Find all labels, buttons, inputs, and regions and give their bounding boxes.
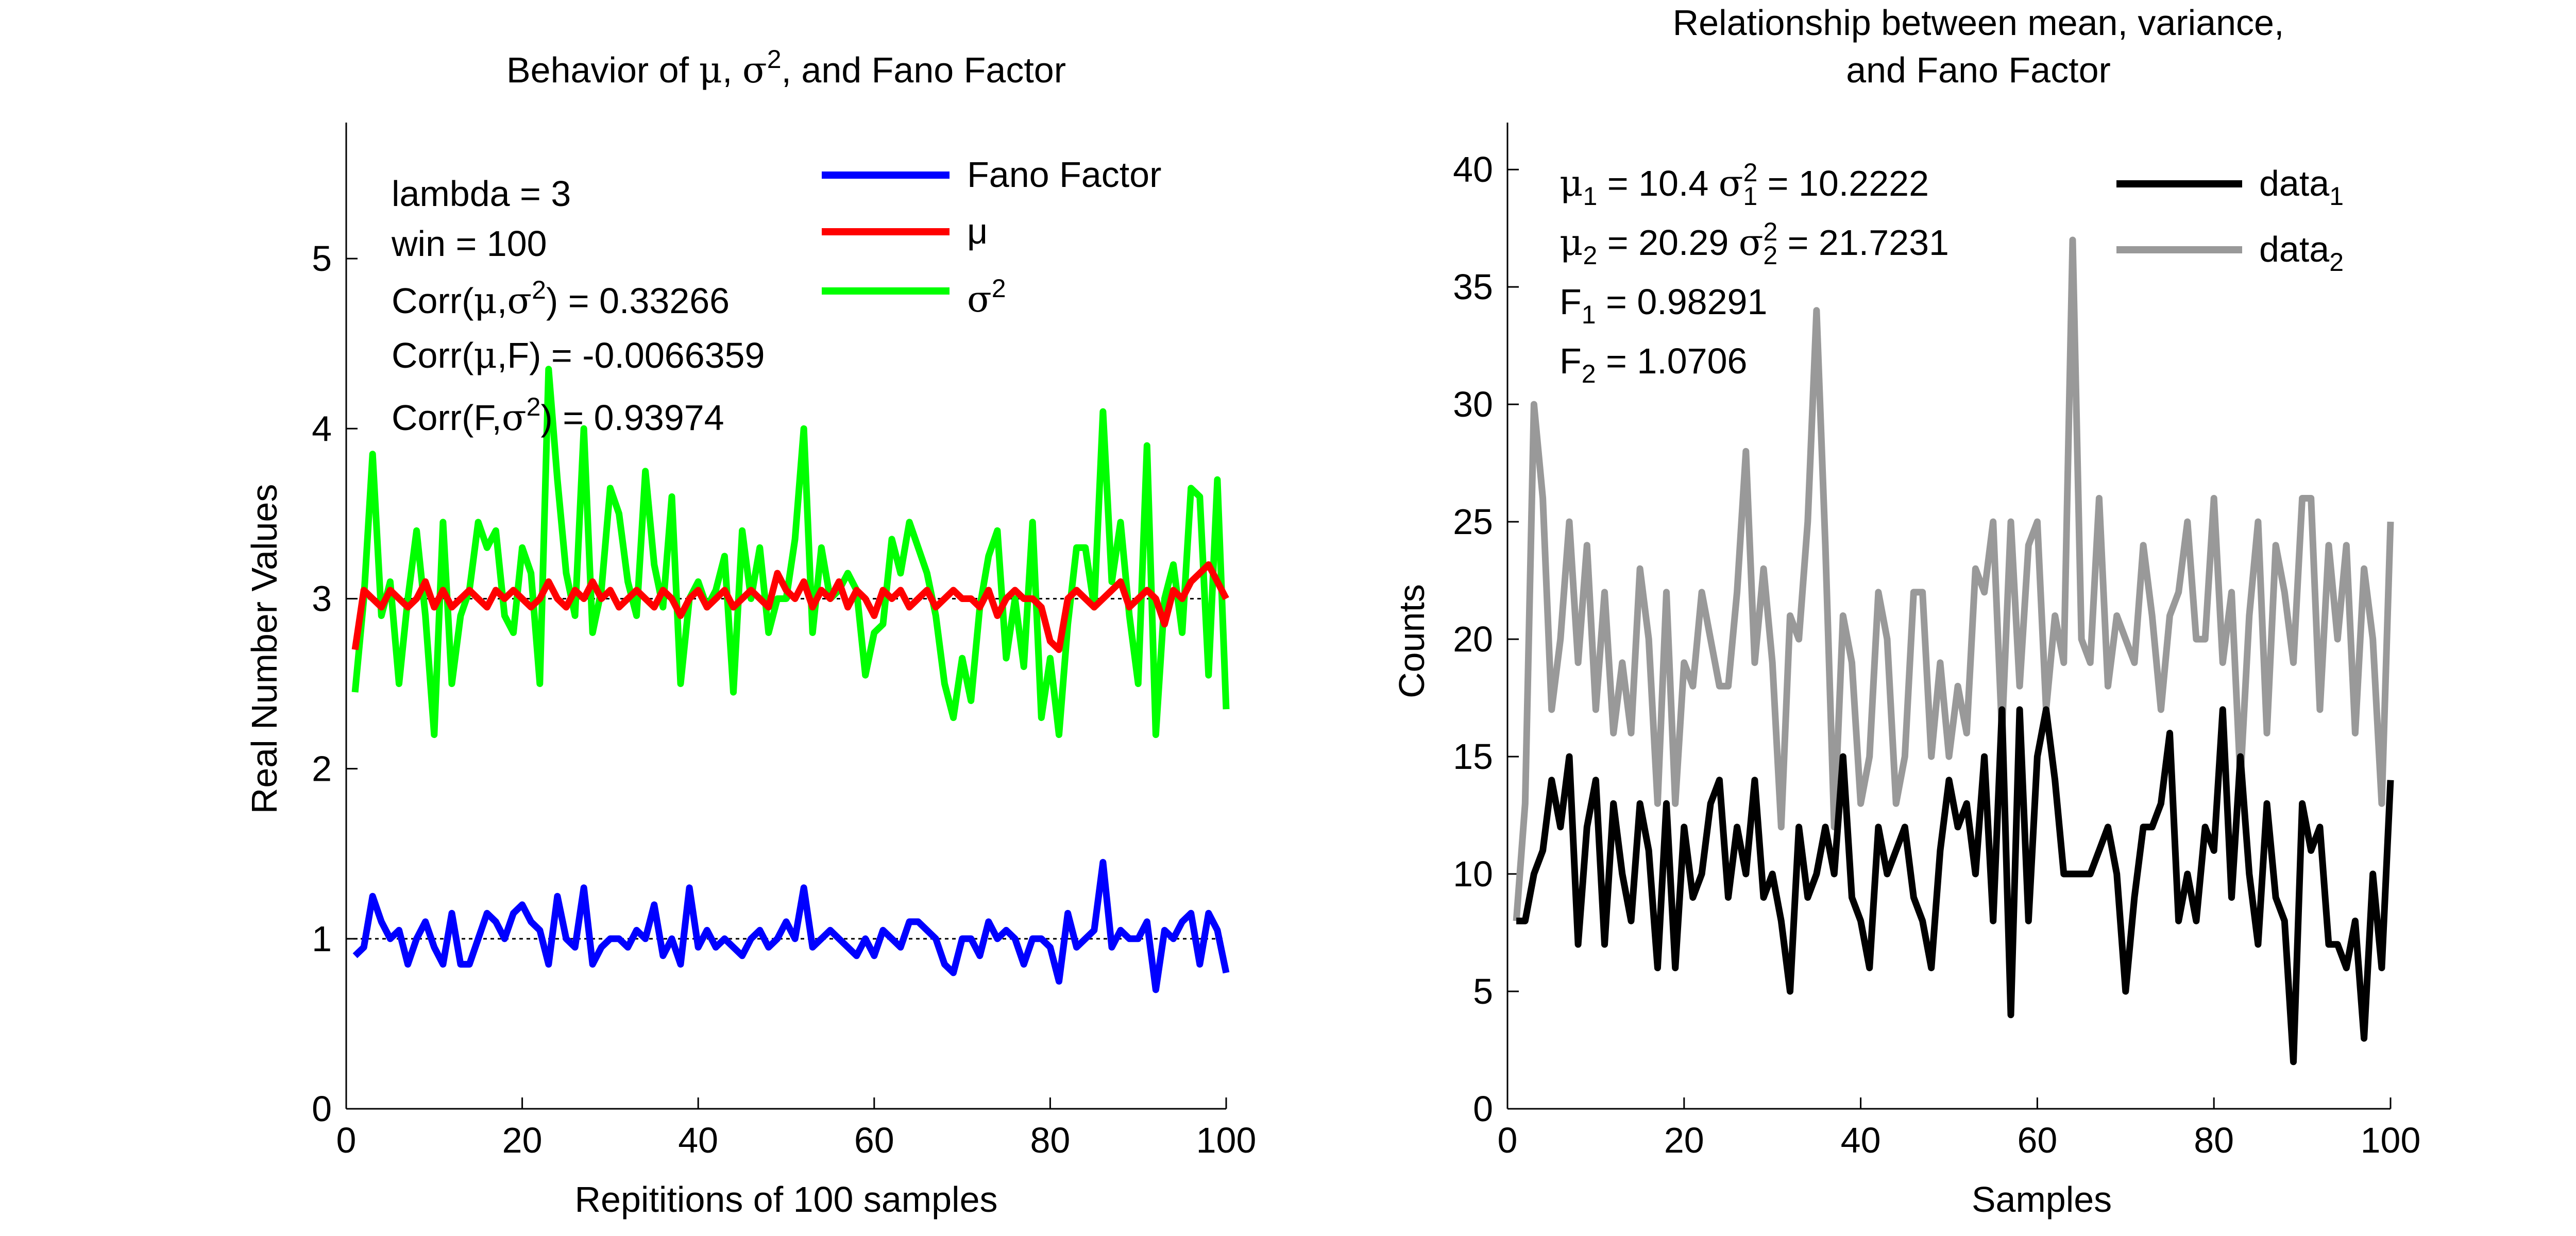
y-tick-label: 20 <box>1453 619 1493 659</box>
y-tick-label: 5 <box>1473 971 1493 1011</box>
x-tick-label: 80 <box>2194 1120 2234 1160</box>
chart-right-title-line-1: Relationship between mean, variance, <box>1673 3 2284 43</box>
y-tick-label: 2 <box>312 749 332 789</box>
series-line-fano-factor <box>352 859 1230 993</box>
series-line-data-1 <box>1516 706 2394 1066</box>
legend-label-data-2: data2 <box>2259 229 2344 277</box>
annotation-lambda: lambda = 3 <box>392 174 571 214</box>
legend-label-fano-factor: Fano Factor <box>967 154 1161 195</box>
x-tick-label: 20 <box>502 1120 543 1160</box>
y-tick-label: 0 <box>1473 1089 1493 1129</box>
chart-right-legend: data1 data2 <box>2116 163 2344 277</box>
series-line-data-2 <box>1513 236 2394 921</box>
chart-left-y-axis-label: Real Number Values <box>244 484 284 814</box>
x-tick-label: 80 <box>1030 1120 1070 1160</box>
x-tick-label: 0 <box>1498 1120 1518 1160</box>
chart-right-y-axis-label: Counts <box>1392 584 1432 698</box>
x-tick-label: 20 <box>1664 1120 1704 1160</box>
annotation-win: win = 100 <box>391 224 547 264</box>
y-tick-label: 3 <box>312 578 332 619</box>
chart-right-plot-area: 0 20 40 60 80 100 0 5 10 15 20 25 30 35 40 <box>1453 123 2420 1160</box>
chart-left-title: Behavior of μ, σ2, and Fano Factor <box>506 45 1066 91</box>
annotation-stats-2: μ2 = 20.29 σ2 2 = 21.7231 <box>1560 217 1949 270</box>
x-tick-label: 0 <box>336 1120 357 1160</box>
legend-label-data-1: data1 <box>2259 163 2344 211</box>
y-tick-label: 40 <box>1453 149 1493 190</box>
y-tick-label: 25 <box>1453 502 1493 542</box>
annotation-corr-mu-sigma: Corr(μ,σ2) = 0.33266 <box>392 276 730 322</box>
chart-left: Behavior of μ, σ2, and Fano Factor 0 20 40… <box>244 45 1256 1220</box>
chart-right-title-line-2: and Fano Factor <box>1846 50 2111 90</box>
chart-right-x-axis-label: Samples <box>1972 1179 2112 1220</box>
series-line-- <box>351 366 1230 739</box>
chart-right: Relationship between mean, variance, and… <box>1392 3 2420 1220</box>
annotation-fano-2: F2 = 1.0706 <box>1560 341 1747 388</box>
chart-left-legend: Fano Factor μ σ2 <box>822 154 1161 320</box>
x-tick-label: 40 <box>678 1120 718 1160</box>
x-tick-label: 60 <box>2017 1120 2057 1160</box>
y-tick-label: 4 <box>312 408 332 449</box>
y-tick-label: 30 <box>1453 384 1493 424</box>
y-tick-label: 0 <box>312 1089 332 1129</box>
x-tick-label: 60 <box>854 1120 894 1160</box>
y-tick-label: 1 <box>312 919 332 959</box>
chart-left-x-axis-label: Repititions of 100 samples <box>575 1179 998 1220</box>
annotation-corr-mu-f: Corr(μ,F) = -0.0066359 <box>392 334 765 376</box>
annotation-corr-f-sigma: Corr(F,σ2) = 0.93974 <box>392 392 724 439</box>
legend-label-mu: μ <box>967 211 988 251</box>
x-tick-label: 40 <box>1841 1120 1881 1160</box>
x-tick-label: 100 <box>2361 1120 2421 1160</box>
chart-left-plot-area: 0 20 40 60 80 100 0 1 2 3 4 5 <box>312 123 1256 1160</box>
chart-right-annotations: μ1 = 10.4 σ2 1 = 10.2222 μ2 = 20.29 σ2 2 =… <box>1560 158 1949 388</box>
y-tick-label: 35 <box>1453 267 1493 307</box>
annotation-stats-1: μ1 = 10.4 σ2 1 = 10.2222 <box>1560 158 1929 211</box>
chart-left-annotations: lambda = 3 win = 100 Corr(μ,σ2) = 0.3326… <box>391 174 765 439</box>
y-tick-label: 15 <box>1453 736 1493 777</box>
x-tick-label: 100 <box>1196 1120 1257 1160</box>
annotation-fano-1: F1 = 0.98291 <box>1560 282 1767 329</box>
y-tick-label: 5 <box>312 238 332 279</box>
y-tick-label: 10 <box>1453 854 1493 894</box>
legend-label-sigma-squared: σ2 <box>967 274 1006 320</box>
series-line-- <box>351 561 1229 653</box>
